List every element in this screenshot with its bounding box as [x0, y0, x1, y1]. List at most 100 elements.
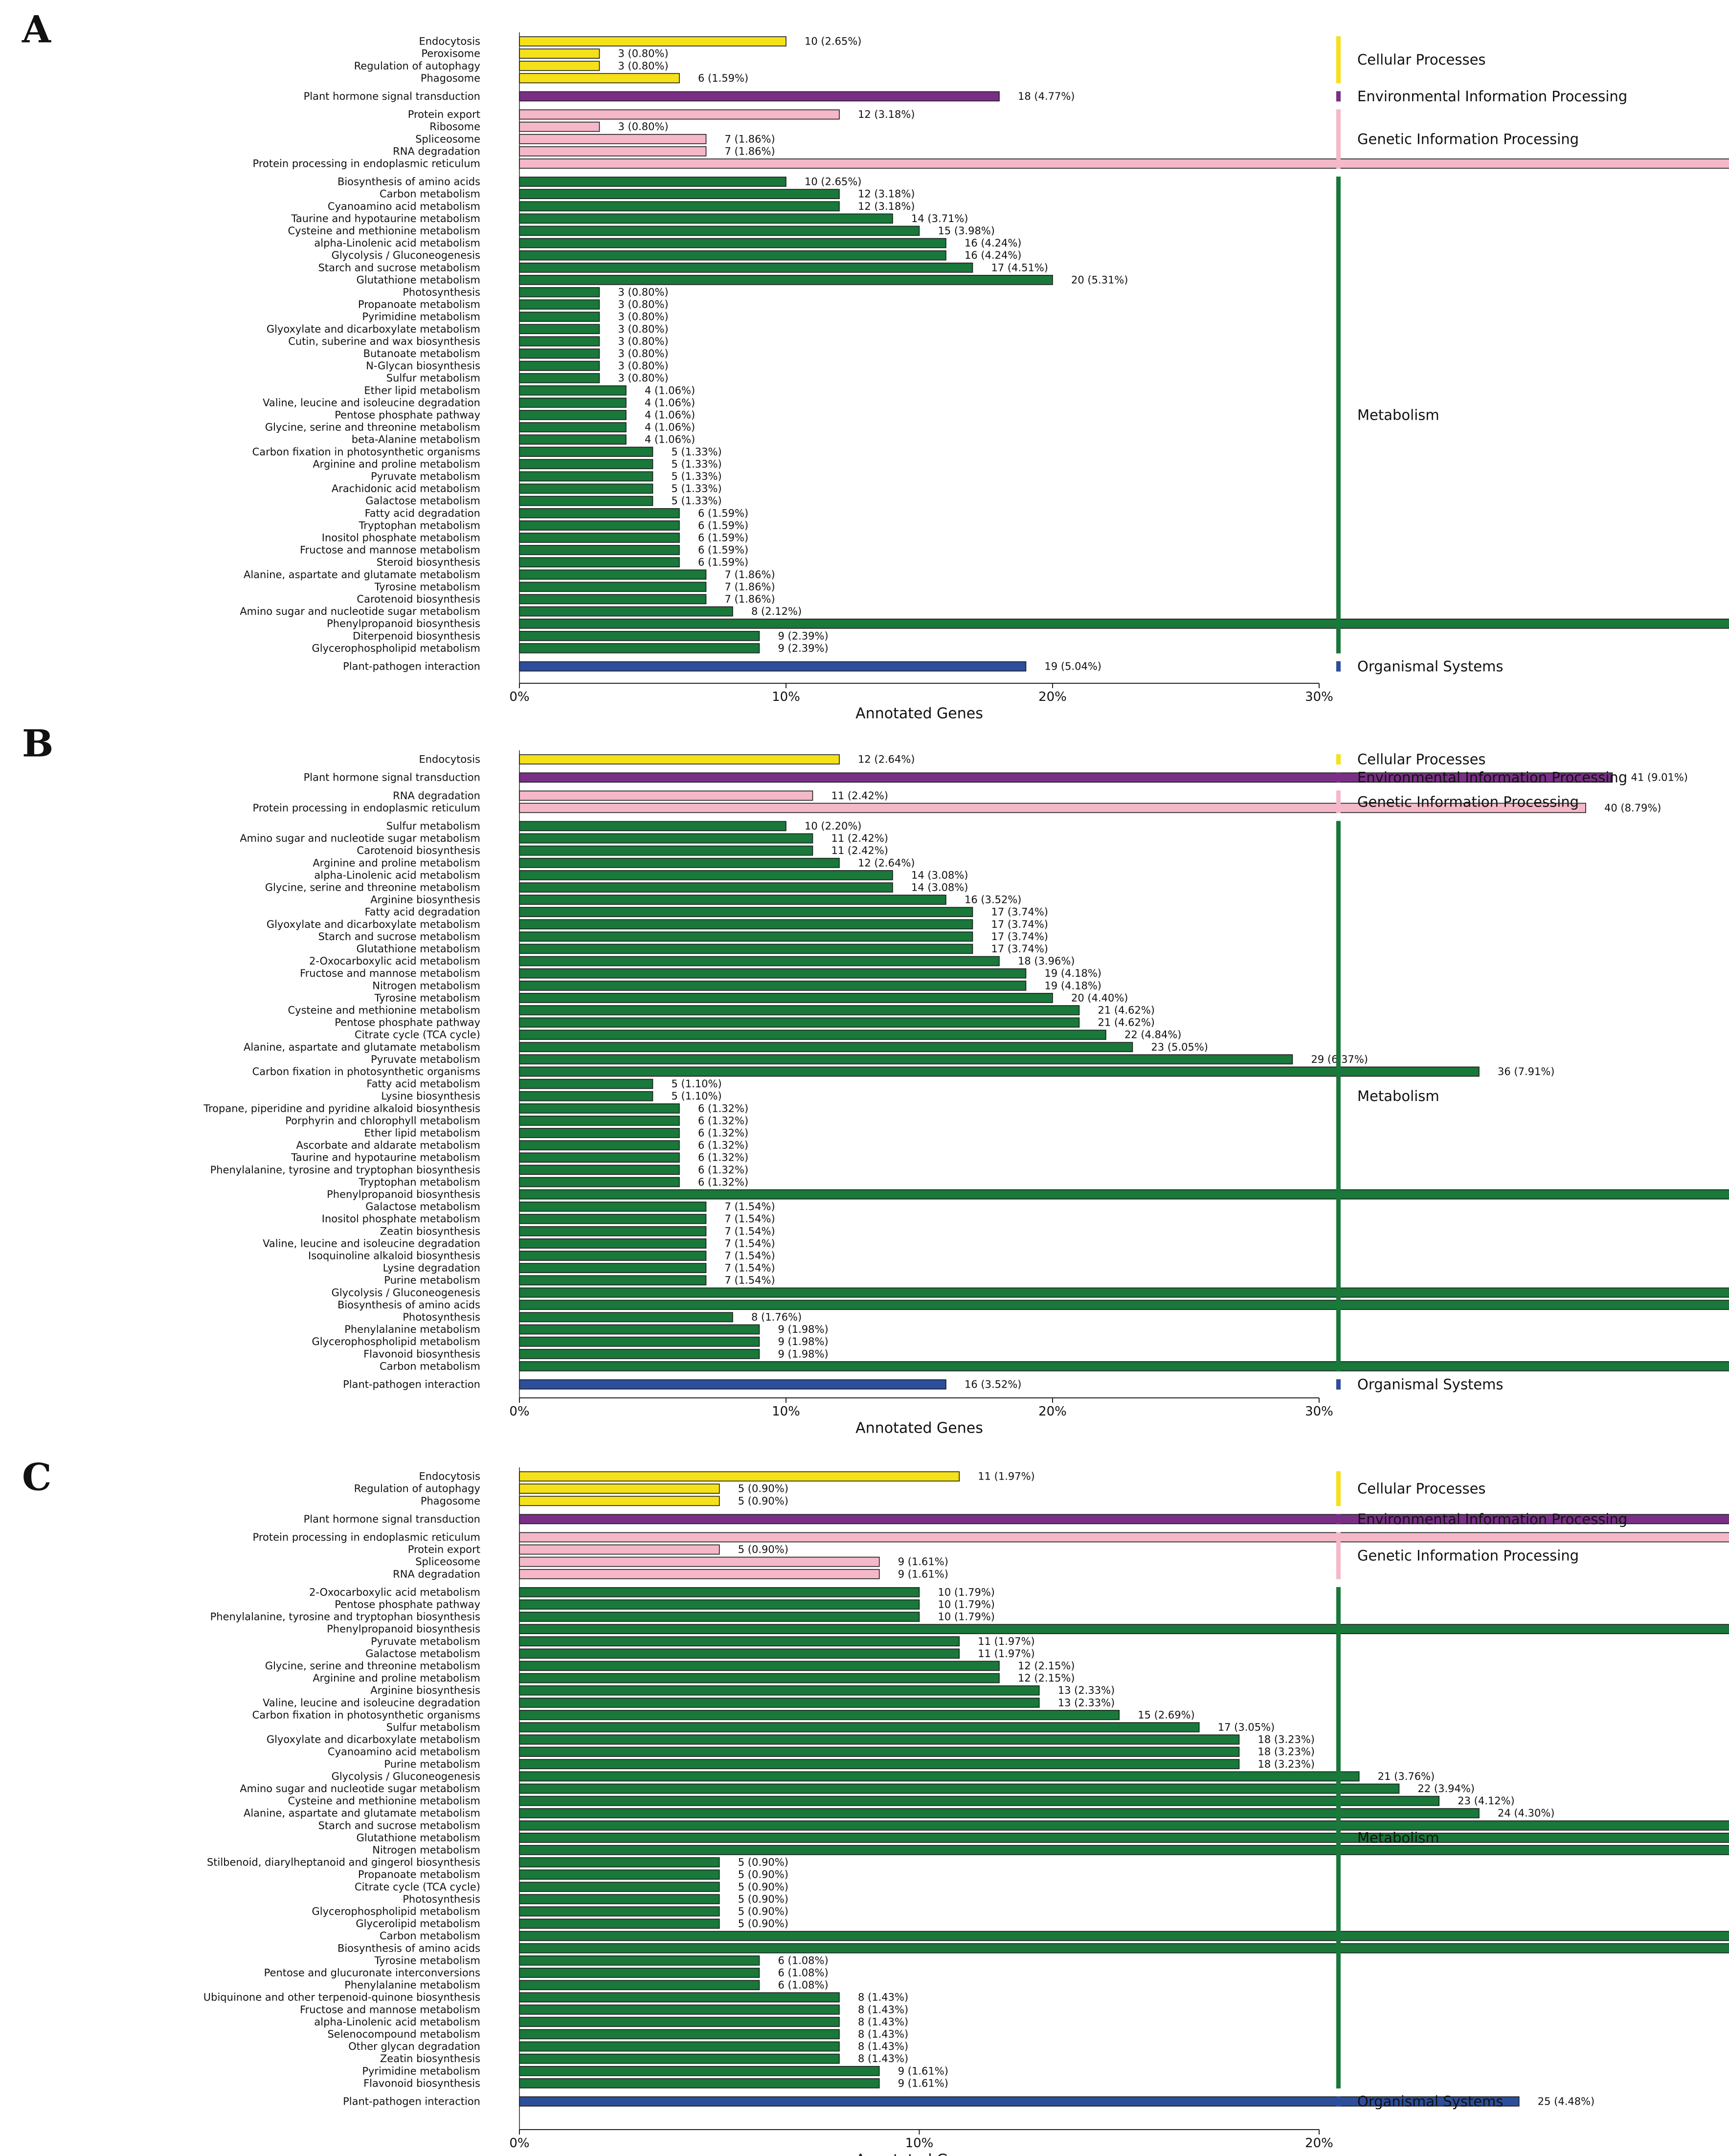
- data-label: 11 (2.42%): [831, 832, 889, 844]
- bar: [519, 2053, 840, 2064]
- category-label: Phenylpropanoid biosynthesis: [327, 1623, 480, 1635]
- category-label: Glycolysis / Gluconeogenesis: [332, 1771, 480, 1782]
- category-label: Isoquinoline alkaloid biosynthesis: [308, 1250, 480, 1261]
- bar: [519, 459, 653, 470]
- bar: [519, 980, 1027, 991]
- category-label: Endocytosis: [419, 36, 480, 47]
- bar: [519, 870, 893, 880]
- bar: [519, 447, 653, 457]
- data-label: 7 (1.86%): [725, 593, 775, 605]
- category-label: Fatty acid degradation: [365, 507, 480, 519]
- bar: [519, 1599, 920, 1610]
- bar: [519, 1348, 760, 1359]
- bar: [519, 1189, 1729, 1200]
- data-label: 4 (1.06%): [645, 422, 695, 433]
- bar: [519, 1685, 1040, 1696]
- bar: [519, 398, 627, 408]
- data-label: 7 (1.54%): [725, 1201, 775, 1213]
- bar: [519, 1042, 1133, 1053]
- category-label: Phenylpropanoid biosynthesis: [327, 618, 480, 629]
- category-label: Glycine, serine and threonine metabolism: [265, 422, 480, 433]
- category-label: Zeatin biosynthesis: [380, 1225, 480, 1237]
- category-label: Glycerophospholipid metabolism: [312, 1906, 480, 1917]
- group-strip: [1336, 1587, 1341, 2089]
- category-label: Steroid biosynthesis: [377, 557, 480, 568]
- category-label: RNA degradation: [393, 1568, 480, 1580]
- category-label: Valine, leucine and isoleucine degradati…: [263, 1237, 480, 1249]
- data-label: 6 (1.32%): [698, 1176, 748, 1188]
- data-label: 18 (3.23%): [1258, 1746, 1315, 1758]
- x-tick-label: 0%: [509, 2136, 529, 2151]
- data-label: 8 (2.12%): [751, 606, 802, 617]
- data-label: 12 (2.15%): [1018, 1672, 1075, 1684]
- group-label: Organismal Systems: [1357, 658, 1504, 674]
- bar: [519, 91, 1000, 102]
- bar: [519, 73, 680, 84]
- data-label: 17 (4.51%): [991, 262, 1049, 273]
- bar: [519, 1661, 1000, 1671]
- data-label: 6 (1.59%): [698, 544, 748, 556]
- bar: [519, 299, 600, 310]
- category-label: Cyanoamino acid metabolism: [328, 201, 480, 212]
- group-strip: [1336, 772, 1341, 783]
- category-label: beta-Alanine metabolism: [352, 434, 480, 446]
- category-label: Stilbenoid, diarylheptanoid and gingerol…: [207, 1857, 480, 1868]
- data-label: 11 (1.97%): [978, 1471, 1035, 1482]
- category-label: Phagosome: [421, 1495, 480, 1507]
- category-label: Glycine, serine and threonine metabolism: [265, 1660, 480, 1672]
- bar: [519, 61, 600, 71]
- data-label: 22 (4.84%): [1124, 1029, 1182, 1041]
- group-label: Cellular Processes: [1357, 751, 1486, 768]
- category-label: Carotenoid biosynthesis: [357, 845, 480, 856]
- x-tick-label: 30%: [1305, 690, 1333, 704]
- data-label: 5 (0.90%): [738, 1918, 788, 1930]
- category-label: Carotenoid biosynthesis: [357, 593, 480, 605]
- group-label: Genetic Information Processing: [1357, 793, 1579, 810]
- category-label: Arginine and proline metabolism: [313, 1672, 480, 1684]
- group-strip: [1336, 36, 1341, 84]
- bar: [519, 569, 707, 580]
- bar: [519, 1361, 1729, 1371]
- data-label: 3 (0.80%): [618, 336, 669, 347]
- bar: [519, 336, 600, 347]
- bar: [519, 606, 733, 617]
- bar: [519, 895, 946, 905]
- group-strip: [1336, 177, 1341, 653]
- data-label: 5 (0.90%): [738, 1893, 788, 1905]
- category-label: Diterpenoid biosynthesis: [353, 630, 480, 642]
- category-label: Propanoate metabolism: [358, 299, 480, 311]
- bar: [519, 1820, 1729, 1831]
- category-label: Fructose and mannose metabolism: [300, 2004, 480, 2016]
- bar: [519, 594, 707, 605]
- data-label: 11 (1.97%): [978, 1648, 1035, 1660]
- data-label: 20 (5.31%): [1071, 274, 1128, 286]
- bar: [519, 1324, 760, 1335]
- x-tick-label: 0%: [509, 690, 529, 704]
- bar: [519, 1103, 680, 1114]
- bar: [519, 1251, 707, 1261]
- bar: [519, 287, 600, 297]
- category-label: Purine metabolism: [384, 1275, 480, 1286]
- data-label: 6 (1.59%): [698, 519, 748, 531]
- category-label: 2-Oxocarboxylic acid metabolism: [309, 1586, 480, 1598]
- group-label: Organismal Systems: [1357, 1376, 1504, 1392]
- data-label: 9 (1.61%): [898, 2065, 948, 2077]
- bar: [519, 1992, 840, 2002]
- bar: [519, 857, 840, 868]
- category-label: Glyoxylate and dicarboxylate metabolism: [267, 1734, 480, 1746]
- category-label: RNA degradation: [393, 145, 480, 157]
- data-label: 9 (1.61%): [898, 1568, 948, 1580]
- category-label: Amino sugar and nucleotide sugar metabol…: [240, 606, 480, 617]
- category-label: Glycolysis / Gluconeogenesis: [332, 249, 480, 261]
- bar: [519, 1722, 1200, 1732]
- bar: [519, 48, 600, 59]
- group-label: Environmental Information Processing: [1357, 769, 1627, 786]
- data-label: 18 (4.77%): [1018, 90, 1075, 102]
- bar: [519, 348, 600, 359]
- category-label: Ether lipid metabolism: [364, 384, 480, 396]
- group-label: Metabolism: [1357, 1088, 1439, 1104]
- data-label: 7 (1.86%): [725, 145, 775, 157]
- bar: [519, 385, 627, 396]
- bar: [519, 1165, 680, 1175]
- bar: [519, 1569, 880, 1579]
